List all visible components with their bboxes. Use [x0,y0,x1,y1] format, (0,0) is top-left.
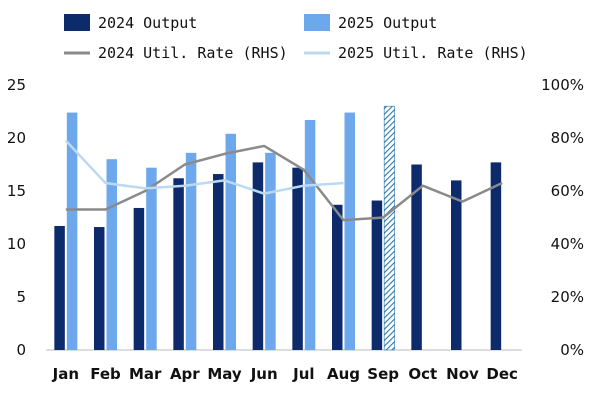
bar-2025-output [66,112,78,350]
bar-2025-output [146,167,157,350]
y-tick-label: 0 [16,341,26,359]
bar-2024-output [451,180,462,350]
y2-tick-label: 20% [551,288,584,306]
lines [64,139,503,222]
y2-tick-label: 80% [551,129,584,147]
legend-swatch-2024-output [64,14,90,31]
bar-2024-output [332,204,343,350]
legend-label-2024-util: 2024 Util. Rate (RHS) [98,44,288,62]
y-axis-ticks: 0 5 10 15 20 25 [7,76,26,359]
legend-swatch-2025-output [304,14,330,31]
x-tick-label: Sep [367,365,399,383]
bar-2024-output [133,207,145,350]
y2-tick-label: 0% [560,341,584,359]
x-tick-label: Dec [486,365,518,383]
bar-2025-output [304,119,316,350]
x-tick-label: Feb [90,365,121,383]
x-tick-label: Jul [292,365,314,383]
bar-2024-output [54,225,65,350]
bar-2025-output [383,105,395,351]
x-tick-label: Aug [327,365,360,383]
bar-2024-output [490,162,502,350]
y-tick-label: 15 [7,182,26,200]
legend: 2024 Output 2025 Output 2024 Util. Rate … [64,14,528,62]
legend-label-2025-output: 2025 Output [338,14,437,32]
legend-label-2024-output: 2024 Output [98,14,197,32]
bars [54,105,502,351]
x-tick-label: Apr [170,365,200,383]
bar-2024-output [213,174,224,350]
y2-tick-label: 60% [551,182,584,200]
bar-2024-output [292,167,303,350]
bar-2025-output [265,152,276,350]
bar-2024-output [411,164,422,350]
x-axis-ticks: Jan Feb Mar Apr May Jun Jul Aug Sep Oct Nov Dec [52,365,518,383]
bar-2025-output [344,112,355,350]
bar-2025-output [106,159,117,350]
x-tick-label: Jan [52,365,79,383]
bar-2024-output [94,227,105,350]
x-tick-label: Mar [129,365,162,383]
bar-2024-output [173,178,184,350]
line-2024-util-rate [65,144,503,222]
bar-2024-output [371,200,383,350]
line-2025-util-rate [64,139,344,195]
x-tick-label: Jun [250,365,278,383]
bar-2025-output [225,133,236,350]
y2-axis-ticks: 0% 20% 40% 60% 80% 100% [541,76,584,359]
y-tick-label: 5 [16,288,26,306]
y2-tick-label: 100% [541,76,584,94]
y-tick-label: 25 [7,76,26,94]
x-tick-label: Nov [446,365,479,383]
y-tick-label: 10 [7,235,26,253]
y2-tick-label: 40% [551,235,584,253]
x-tick-label: May [207,365,242,383]
x-tick-label: Oct [408,365,437,383]
bar-2024-output [252,162,264,350]
bar-2025-output [185,152,197,350]
legend-label-2025-util: 2025 Util. Rate (RHS) [338,44,528,62]
y-tick-label: 20 [7,129,26,147]
